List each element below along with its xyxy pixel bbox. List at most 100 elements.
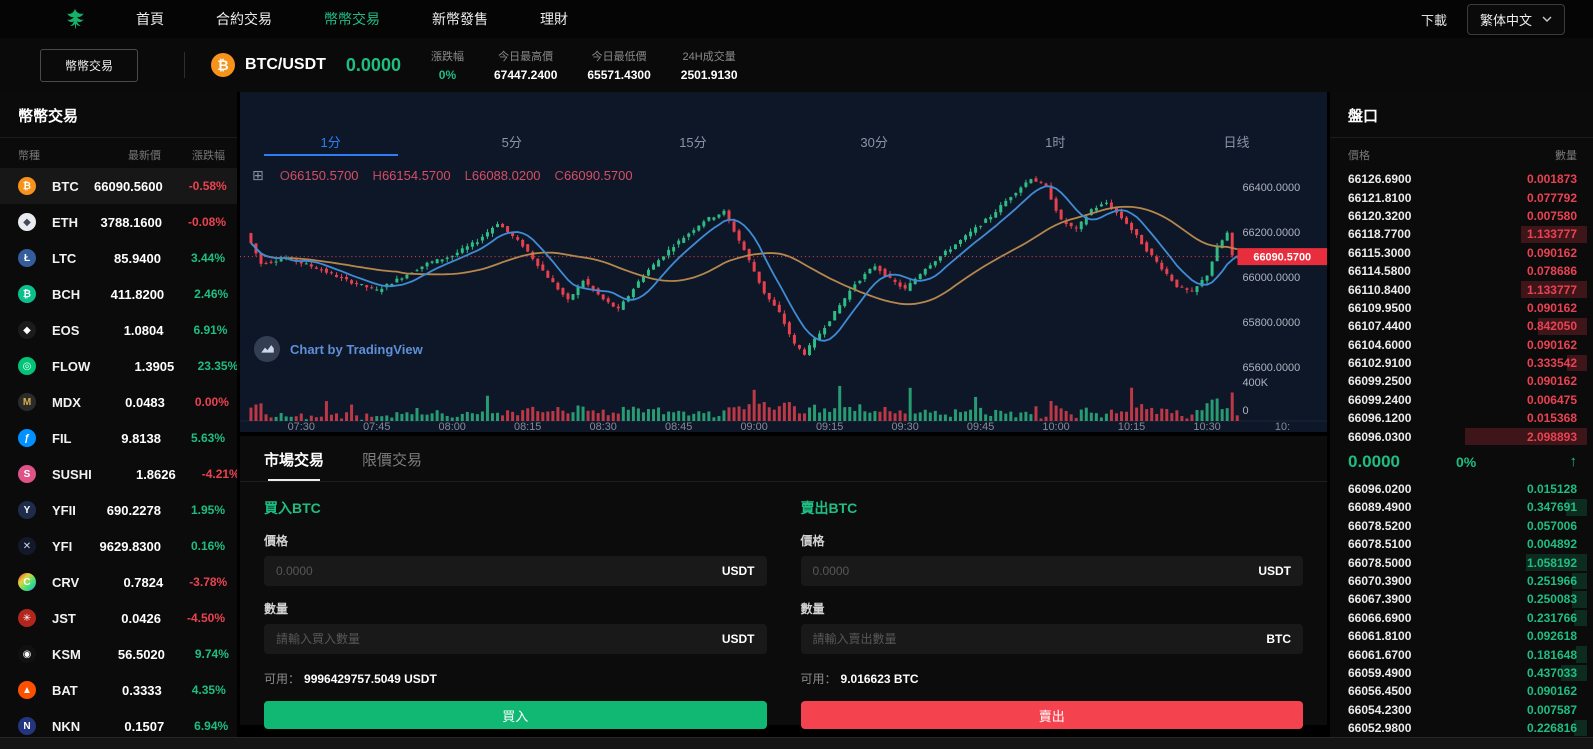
buy-button[interactable]: 買入 <box>264 701 767 729</box>
coin-row[interactable]: ✕ YFI 9629.8300 0.16% <box>0 528 237 564</box>
ask-row[interactable]: 66104.6000 0.090162 <box>1330 336 1593 354</box>
trade-tab[interactable]: 市場交易 <box>264 449 324 481</box>
coin-row[interactable]: S SUSHI 1.8626 -4.21% <box>0 456 237 492</box>
ask-row[interactable]: 66110.8400 1.133777 <box>1330 280 1593 298</box>
ask-row[interactable]: 66121.8100 0.077792 <box>1330 188 1593 206</box>
bid-row[interactable]: 66061.6700 0.181648 <box>1330 645 1593 663</box>
ask-row[interactable]: 66118.7700 1.133777 <box>1330 225 1593 243</box>
language-selector[interactable]: 繁体中文 <box>1466 3 1565 35</box>
timeframe-tab[interactable]: 1时 <box>965 132 1146 160</box>
ask-price: 66120.3200 <box>1348 208 1412 223</box>
ask-amount: 0.333542 <box>1455 354 1587 372</box>
coin-row[interactable]: ₿ BTC 66090.5600 -0.58% <box>0 168 237 204</box>
timeframe-tab[interactable]: 1分 <box>240 132 421 160</box>
bid-row[interactable]: 66067.3900 0.250083 <box>1330 590 1593 608</box>
candlestick-chart[interactable]: 66400.0000 66200.0000 66000.0000 65800.0000… <box>240 160 1327 432</box>
trade-forms: 買入BTC 價格 USDT 數量 USDT 可用：9996429757.504 <box>264 482 1303 729</box>
sell-price-unit: USDT <box>1258 564 1291 578</box>
bid-row[interactable]: 66070.3900 0.251966 <box>1330 572 1593 590</box>
coin-row[interactable]: C CRV 0.7824 -3.78% <box>0 564 237 600</box>
depth-bar <box>1538 318 1587 335</box>
coin-row[interactable]: M MDX 0.0483 0.00% <box>0 384 237 420</box>
nav-item[interactable]: 合約交易 <box>216 11 272 27</box>
svg-text:07:30: 07:30 <box>288 421 315 432</box>
ask-amount: 1.133777 <box>1455 225 1587 243</box>
nav-item[interactable]: 幣幣交易 <box>324 11 380 27</box>
depth-bar <box>1566 499 1587 516</box>
ask-amount: 2.098893 <box>1455 427 1587 445</box>
nav-item[interactable]: 新幣發售 <box>432 11 488 27</box>
ask-row[interactable]: 66109.9500 0.090162 <box>1330 299 1593 317</box>
bid-row[interactable]: 66056.4500 0.090162 <box>1330 682 1593 700</box>
bid-row[interactable]: 66066.6900 0.231766 <box>1330 609 1593 627</box>
timeframe-label: 30分 <box>860 135 888 150</box>
coin-row[interactable]: Y YFII 690.2278 1.95% <box>0 492 237 528</box>
coin-price: 0.1507 <box>124 718 165 734</box>
bid-price: 66052.9800 <box>1348 721 1412 736</box>
tradingview-logo-icon <box>254 336 280 362</box>
timeframe-tab[interactable]: 30分 <box>784 132 965 160</box>
coin-row[interactable]: ₿ BCH 411.8200 2.46% <box>0 276 237 312</box>
coin-row[interactable]: ◉ KSM 56.5020 9.74% <box>0 636 237 672</box>
ask-row[interactable]: 66107.4400 0.842050 <box>1330 317 1593 335</box>
timeframe-tab[interactable]: 15分 <box>602 132 783 160</box>
bid-row[interactable]: 66078.5000 1.058192 <box>1330 553 1593 571</box>
bid-row[interactable]: 66078.5100 0.004892 <box>1330 535 1593 553</box>
coin-row[interactable]: ƒ FIL 9.8138 5.63% <box>0 420 237 456</box>
market-type-button[interactable]: 幣幣交易 <box>40 48 139 82</box>
depth-bar <box>1465 428 1587 445</box>
coin-row[interactable]: ◆ EOS 1.0804 6.91% <box>0 312 237 348</box>
ask-row[interactable]: 66120.3200 0.007580 <box>1330 207 1593 225</box>
coin-row[interactable]: ▲ BAT 0.3333 4.35% <box>0 672 237 708</box>
ask-row[interactable]: 66096.1200 0.015368 <box>1330 409 1593 427</box>
sell-amount-input[interactable] <box>812 632 1267 646</box>
sell-price-input[interactable] <box>812 564 1259 578</box>
timeframe-tab[interactable]: 日线 <box>1146 132 1327 160</box>
bid-row[interactable]: 66089.4900 0.347691 <box>1330 498 1593 516</box>
download-link[interactable]: 下載 <box>1420 12 1447 28</box>
available-value: 9996429757.5049 USDT <box>304 672 437 686</box>
ask-row[interactable]: 66102.9100 0.333542 <box>1330 354 1593 372</box>
nav-item[interactable]: 理財 <box>540 11 568 27</box>
ask-row[interactable]: 66126.6900 0.001873 <box>1330 170 1593 188</box>
bid-row[interactable]: 66059.4900 0.437033 <box>1330 664 1593 682</box>
svg-text:66000.0000: 66000.0000 <box>1242 272 1300 284</box>
svg-text:66200.0000: 66200.0000 <box>1242 227 1300 239</box>
ask-price: 66126.6900 <box>1348 172 1412 187</box>
ask-row[interactable]: 66099.2400 0.006475 <box>1330 391 1593 409</box>
coin-row[interactable]: ◎ FLOW 1.3905 23.35% <box>0 348 237 384</box>
bid-row[interactable]: 66078.5200 0.057006 <box>1330 517 1593 535</box>
coin-price: 0.0483 <box>125 394 165 410</box>
coin-row[interactable]: ✳ JST 0.0426 -4.50% <box>0 600 237 636</box>
ask-row[interactable]: 66099.2500 0.090162 <box>1330 372 1593 390</box>
bid-row[interactable]: 66054.2300 0.007587 <box>1330 701 1593 719</box>
app-logo-icon[interactable] <box>62 6 88 32</box>
nav-item[interactable]: 首頁 <box>136 11 164 27</box>
coin-row[interactable]: Ł LTC 85.9400 3.44% <box>0 240 237 276</box>
ask-row[interactable]: 66114.5800 0.078686 <box>1330 262 1593 280</box>
ask-row[interactable]: 66096.0300 2.098893 <box>1330 427 1593 445</box>
depth-bar <box>1572 572 1587 590</box>
nav-right: 下載 繁体中文 <box>1420 3 1565 35</box>
coin-symbol: ETH <box>52 214 78 230</box>
coin-price: 411.8200 <box>110 286 165 302</box>
coin-change: 9.74% <box>194 647 229 661</box>
sell-button[interactable]: 賣出 <box>800 701 1303 729</box>
buy-price-input[interactable] <box>276 564 722 578</box>
coin-row[interactable]: ◆ ETH 3788.1600 -0.08% <box>0 204 237 240</box>
coin-row[interactable]: N NKN 0.1507 6.94% <box>0 708 237 737</box>
trade-tab[interactable]: 限價交易 <box>362 452 423 469</box>
ask-row[interactable]: 66115.3000 0.090162 <box>1330 244 1593 262</box>
bid-row[interactable]: 66052.9800 0.226816 <box>1330 719 1593 737</box>
bid-row[interactable]: 66096.0200 0.015128 <box>1330 480 1593 498</box>
depth-bar <box>1521 226 1587 243</box>
depth-bar <box>1521 281 1587 298</box>
coin-change: -0.08% <box>187 215 226 229</box>
timeframe-tab[interactable]: 5分 <box>421 132 602 160</box>
bid-row[interactable]: 66061.8100 0.092618 <box>1330 627 1593 645</box>
bid-amount: 0.250083 <box>1455 590 1587 608</box>
bid-price: 66078.5100 <box>1348 537 1412 552</box>
btc-icon: ₿ <box>211 53 236 77</box>
buy-amount-input[interactable] <box>276 632 722 646</box>
coin-icon: M <box>18 393 36 411</box>
